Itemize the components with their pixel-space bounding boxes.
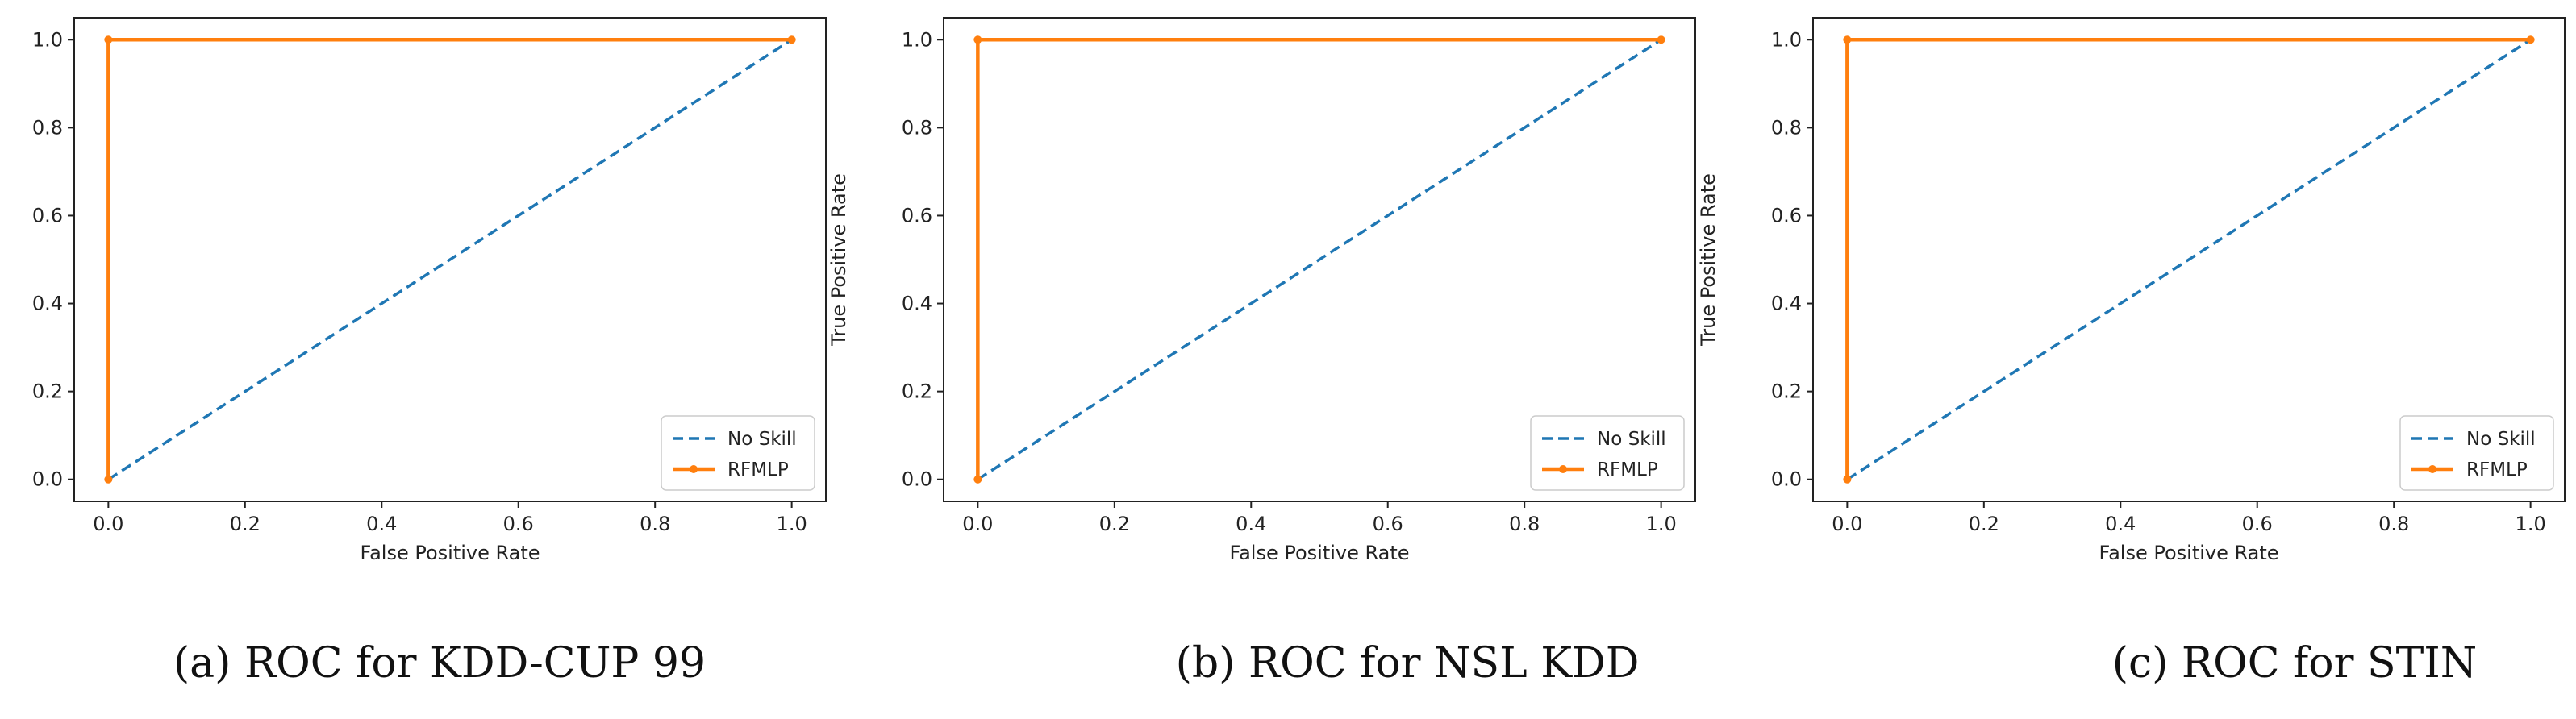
legend-rfmlp-marker bbox=[2428, 465, 2436, 473]
roc-panel: 0.0 0.2 0.4 0.6 0.8 1.0 0.0 0.2 0.4 0.6 0.8 1.0 Fals… bbox=[1697, 17, 2566, 688]
y-tick-label: 0.6 bbox=[1771, 204, 1802, 227]
legend: No Skill RFMLP bbox=[2399, 415, 2554, 491]
rfmlp-point bbox=[973, 475, 982, 484]
plot-frame bbox=[73, 17, 827, 502]
y-tick-label: 0.8 bbox=[902, 116, 932, 139]
panel-caption: (c) ROC for STIN bbox=[2112, 639, 2478, 688]
rfmlp-point bbox=[787, 35, 796, 44]
y-tick-label: 0.4 bbox=[32, 293, 63, 315]
y-tick-label: 0.0 bbox=[32, 468, 63, 491]
no-skill-line bbox=[107, 38, 793, 481]
x-tick-label: 0.8 bbox=[2378, 513, 2409, 535]
rfmlp-point bbox=[1657, 35, 1665, 44]
y-tick-label: 0.4 bbox=[1771, 293, 1802, 315]
x-tick-label: 0.2 bbox=[1969, 513, 1999, 535]
legend: No Skill RFMLP bbox=[1530, 415, 1685, 491]
no-skill-line bbox=[977, 38, 1662, 481]
x-tick-label: 0.6 bbox=[1373, 513, 1403, 535]
y-tick-label: 1.0 bbox=[1771, 28, 1802, 51]
x-axis-label: False Positive Rate bbox=[2099, 542, 2278, 564]
legend-no-skill-label: No Skill bbox=[727, 429, 797, 450]
x-axis-label: False Positive Rate bbox=[1229, 542, 1409, 564]
y-tick-label: 0.2 bbox=[902, 380, 932, 403]
panel-caption: (b) ROC for NSL KDD bbox=[1176, 639, 1640, 688]
legend-no-skill-label: No Skill bbox=[1597, 429, 1666, 450]
x-tick-label: 0.6 bbox=[2242, 513, 2273, 535]
legend-rfmlp-label: RFMLP bbox=[2466, 459, 2528, 480]
x-tick-label: 0.2 bbox=[1099, 513, 1130, 535]
y-tick-label: 0.2 bbox=[32, 380, 63, 403]
x-tick-label: 0.2 bbox=[230, 513, 261, 535]
legend: No Skill RFMLP bbox=[661, 415, 815, 491]
legend-rfmlp-label: RFMLP bbox=[727, 459, 789, 480]
y-tick-label: 0.8 bbox=[1771, 116, 1802, 139]
y-tick-label: 0.0 bbox=[902, 468, 932, 491]
legend-box bbox=[661, 415, 815, 491]
y-tick-label: 0.4 bbox=[902, 293, 932, 315]
x-axis-label: False Positive Rate bbox=[360, 542, 540, 564]
x-tick-label: 0.8 bbox=[640, 513, 670, 535]
y-tick-label: 1.0 bbox=[902, 28, 932, 51]
y-axis-label: True Positive Rate bbox=[1697, 173, 1719, 347]
rfmlp-point bbox=[1843, 35, 1852, 44]
x-tick-label: 0.0 bbox=[93, 513, 123, 535]
x-tick-label: 0.6 bbox=[503, 513, 534, 535]
legend-box bbox=[1530, 415, 1685, 491]
y-tick-label: 0.0 bbox=[1771, 468, 1802, 491]
x-tick-label: 0.0 bbox=[962, 513, 993, 535]
x-tick-label: 1.0 bbox=[1646, 513, 1677, 535]
legend-rfmlp-marker bbox=[690, 465, 698, 473]
rfmlp-point bbox=[1843, 475, 1852, 484]
rfmlp-point bbox=[973, 35, 982, 44]
y-axis-label: True Positive Rate bbox=[827, 173, 850, 347]
plot-frame bbox=[943, 17, 1696, 502]
x-tick-label: 0.4 bbox=[366, 513, 397, 535]
y-tick-label: 1.0 bbox=[32, 28, 63, 51]
y-tick-label: 0.6 bbox=[902, 204, 932, 227]
rfmlp-point bbox=[104, 475, 113, 484]
y-tick-label: 0.8 bbox=[32, 116, 63, 139]
x-tick-label: 1.0 bbox=[2516, 513, 2546, 535]
y-tick-label: 0.6 bbox=[32, 204, 63, 227]
plot-frame bbox=[1812, 17, 2566, 502]
rfmlp-point bbox=[2526, 35, 2535, 44]
no-skill-line bbox=[1846, 38, 2532, 481]
x-tick-label: 1.0 bbox=[777, 513, 807, 535]
x-tick-label: 0.4 bbox=[2105, 513, 2136, 535]
legend-rfmlp-marker bbox=[1559, 465, 1567, 473]
roc-panel: 0.0 0.2 0.4 0.6 0.8 1.0 0.0 0.2 0.4 0.6 0.8 1.0 Fals… bbox=[32, 17, 827, 688]
legend-box bbox=[2399, 415, 2554, 491]
panel-caption: (a) ROC for KDD-CUP 99 bbox=[173, 639, 706, 688]
x-tick-label: 0.8 bbox=[1509, 513, 1540, 535]
roc-panel: 0.0 0.2 0.4 0.6 0.8 1.0 0.0 0.2 0.4 0.6 0.8 1.0 Fals… bbox=[827, 17, 1696, 688]
rfmlp-point bbox=[104, 35, 113, 44]
legend-no-skill-label: No Skill bbox=[2466, 429, 2536, 450]
legend-rfmlp-label: RFMLP bbox=[1597, 459, 1658, 480]
x-tick-label: 0.4 bbox=[1236, 513, 1266, 535]
y-tick-label: 0.2 bbox=[1771, 380, 1802, 403]
x-tick-label: 0.0 bbox=[1832, 513, 1862, 535]
